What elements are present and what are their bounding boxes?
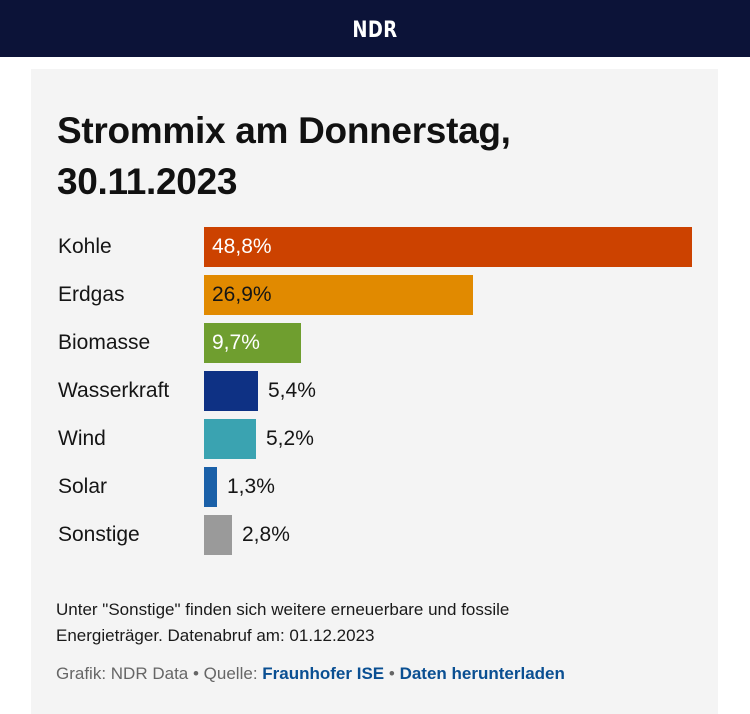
category-label: Solar: [58, 475, 108, 498]
bar-row: Erdgas 26,9%: [31, 275, 718, 323]
bar: [204, 275, 473, 315]
value-label: 48,8%: [212, 235, 272, 258]
category-label: Sonstige: [58, 523, 140, 546]
value-label: 26,9%: [212, 283, 272, 306]
bar: [204, 227, 692, 267]
category-label: Wasserkraft: [58, 379, 170, 402]
source-line: Grafik: NDR Data • Quelle: Fraunhofer IS…: [56, 661, 706, 687]
chart-note-line-1: Unter "Sonstige" finden sich weitere ern…: [56, 600, 510, 619]
credit-text: Grafik: NDR Data: [56, 664, 189, 683]
category-label: Kohle: [58, 235, 112, 258]
bar-chart: Kohle 48,8% Erdgas 26,9% Biomasse 9,7% Wasserk…: [31, 227, 718, 567]
chart-note: Unter "Sonstige" finden sich weitere ern…: [56, 597, 706, 649]
source-prefix: Quelle:: [203, 664, 258, 683]
value-label: 1,3%: [227, 475, 275, 498]
chart-title: Strommix am Donnerstag, 30.11.2023: [57, 105, 697, 207]
value-label: 2,8%: [242, 523, 290, 546]
bar-row: Sonstige 2,8%: [31, 515, 718, 563]
bar-row: Wind 5,2%: [31, 419, 718, 467]
bar-row: Kohle 48,8%: [31, 227, 718, 275]
value-label: 5,4%: [268, 379, 316, 402]
value-label: 9,7%: [212, 331, 260, 354]
category-label: Biomasse: [58, 331, 151, 354]
chart-title-line-1: Strommix am Donnerstag,: [57, 110, 511, 151]
top-bar: NDR: [0, 0, 750, 57]
bar: [204, 371, 258, 411]
bar: [204, 419, 256, 459]
download-data-link[interactable]: Daten herunterladen: [399, 664, 565, 683]
bar: [204, 515, 232, 555]
category-label: Wind: [58, 427, 106, 450]
bar-row: Biomasse 9,7%: [31, 323, 718, 371]
chart-note-line-2: Energieträger. Datenabruf am: 01.12.2023: [56, 626, 375, 645]
separator-dot: •: [388, 664, 395, 683]
separator-dot: •: [192, 664, 199, 683]
value-label: 5,2%: [266, 427, 314, 450]
bar-row: Solar 1,3%: [31, 467, 718, 515]
chart-title-line-2: 30.11.2023: [57, 161, 238, 202]
ndr-logo[interactable]: NDR: [352, 18, 398, 43]
chart-card: Strommix am Donnerstag, 30.11.2023 Kohle 4…: [31, 69, 718, 714]
bar-row: Wasserkraft 5,4%: [31, 371, 718, 419]
bar: [204, 467, 217, 507]
bar: [204, 323, 301, 363]
category-label: Erdgas: [58, 283, 125, 306]
source-link[interactable]: Fraunhofer ISE: [262, 664, 385, 683]
